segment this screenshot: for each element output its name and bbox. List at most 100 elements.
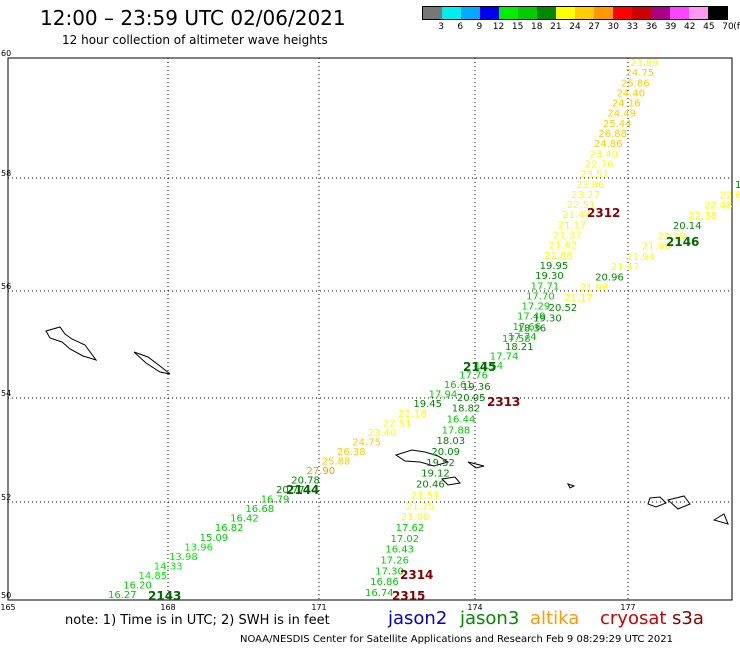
lat-lon-grid: 60 58 56 54 52 50 165 168 171 174 177: [0, 49, 732, 612]
footer-note: note: 1) Time is in UTC; 2) SWH is in fe…: [65, 613, 330, 628]
latitude-label: 54: [1, 389, 11, 398]
wave-height-value: 16.86: [370, 577, 399, 588]
wave-height-value: 21.47: [611, 262, 640, 273]
page-title: 12:00 – 23:59 UTC 02/06/2021: [40, 6, 346, 30]
wave-height-value: 22.16: [398, 409, 427, 420]
wave-height-value: 17.30: [375, 566, 404, 577]
legend-tick-label: 39: [664, 22, 677, 32]
wave-height-value: 26.88: [598, 129, 627, 140]
wave-height-value: 16.27: [108, 590, 137, 601]
wave-height-value: 24.75: [625, 68, 654, 79]
legend-swatch: [651, 7, 670, 19]
wave-height-value: 19.12: [421, 469, 450, 480]
page-subtitle: 12 hour collection of altimeter wave hei…: [62, 33, 328, 47]
legend-swatch: [518, 7, 537, 19]
wave-height-value: 18.03: [436, 436, 465, 447]
wave-height-value: 21.17: [564, 293, 593, 304]
longitude-label: 171: [311, 603, 326, 612]
wave-height-value: 19: [735, 180, 740, 191]
coastline: [45, 326, 729, 525]
legend-swatch: [461, 7, 480, 19]
wave-height-value: 22.51: [383, 418, 412, 429]
wave-height-value: 22.48: [704, 201, 733, 212]
wave-height-value: 21.00: [401, 512, 430, 523]
wave-height-value: 21.75: [406, 501, 435, 512]
latitude-label: 56: [1, 282, 11, 291]
longitude-label: 168: [160, 603, 175, 612]
legend-swatch: [480, 7, 499, 19]
wave-height-value: 19.45: [413, 399, 442, 410]
legend-tick-label: 3: [438, 22, 444, 32]
wave-height-value: 20.09: [431, 447, 460, 458]
wave-height-value: 27.90: [307, 466, 336, 477]
legend-swatch: [708, 7, 727, 19]
latitude-label: 58: [1, 169, 11, 178]
wave-height-value: 18.36: [518, 324, 547, 335]
track-time-label: 2314: [400, 568, 433, 582]
wave-height-value: 21.17: [558, 220, 587, 231]
track-time-label: 2313: [487, 395, 520, 409]
wave-height-value: 19.36: [462, 382, 491, 393]
legend-tick-label: 45: [703, 22, 715, 32]
wave-height-value: 20.46: [416, 480, 445, 491]
legend-s3a: s3a: [672, 608, 704, 629]
color-scale-legend: [422, 6, 728, 20]
wave-height-value: 23.51: [580, 170, 609, 181]
wave-height-value: 13.96: [184, 542, 213, 553]
wave-height-value: 16.44: [447, 415, 476, 426]
wave-height-value: 14.85: [139, 571, 168, 582]
longitude-label: 177: [620, 603, 635, 612]
legend-tick-label: 42: [684, 22, 696, 32]
wave-height-value: 22.51: [567, 200, 596, 211]
wave-height-value: 17.71: [531, 281, 560, 292]
wave-height-value: 21.98: [642, 242, 671, 253]
wave-height-value: 22.38: [688, 211, 717, 222]
wave-height-value: 21.66: [544, 251, 573, 262]
legend-tick-label: 9: [476, 22, 483, 32]
legend-jason3: jason3: [460, 608, 520, 629]
wave-height-value: 25.88: [322, 456, 351, 467]
wave-height-value: 23.27: [571, 190, 600, 201]
wave-height-value: 24.49: [607, 109, 636, 120]
wave-height-value: 21.98: [580, 283, 609, 294]
wave-height-value: 20.52: [549, 303, 578, 314]
wave-height-value: 17.02: [391, 534, 420, 545]
legend-altika: altika: [530, 608, 580, 629]
wave-height-value: 18.21: [505, 342, 534, 353]
legend-tick-label: 36: [645, 22, 658, 32]
wave-height-value: 17.58: [502, 334, 531, 345]
wave-height-value: 17.26: [380, 555, 409, 566]
wave-height-value: 16.82: [215, 523, 244, 534]
wave-height-value: 16.61: [444, 380, 473, 391]
legend-tick-label: 18: [531, 22, 543, 32]
wave-height-value: 17.66: [513, 322, 542, 333]
wave-height-value: 21.37: [553, 231, 582, 242]
wave-height-value: 20.96: [595, 272, 624, 283]
wave-height-value: 21.94: [626, 252, 655, 263]
wave-height-value: 22.30: [657, 231, 686, 242]
legend-swatch: [499, 7, 518, 19]
legend-swatch: [689, 7, 708, 19]
wave-height-value: 17.54: [474, 361, 503, 372]
track-time-label: 2145: [463, 360, 496, 374]
legend-swatch: [613, 7, 632, 19]
wave-height-value: 18.82: [452, 404, 481, 415]
legend-swatch: [537, 7, 556, 19]
legend-cryosat: cryosat: [600, 608, 667, 629]
wave-height-value: 17.76: [459, 371, 488, 382]
latitude-label: 50: [1, 591, 11, 600]
wave-height-value: 20.77: [276, 485, 305, 496]
wave-height-value: 23.86: [576, 180, 605, 191]
wave-height-value: 24.40: [616, 88, 645, 99]
legend-swatch: [594, 7, 613, 19]
wave-height-value: 16.79: [261, 495, 290, 506]
legend-tick-label: 33: [626, 22, 639, 32]
legend-swatch: [423, 7, 442, 19]
wave-height-value: 24.75: [352, 437, 381, 448]
legend-jason2: jason2: [388, 608, 448, 629]
credit-line: NOAA/NESDIS Center for Satellite Applica…: [240, 634, 673, 645]
wave-height-value: 22.76: [585, 159, 614, 170]
legend-tick-label: 21: [550, 22, 562, 32]
altimeter-tracks: 16.2716.2014.8514.3313.9813.9615.0916.82…: [108, 58, 740, 603]
